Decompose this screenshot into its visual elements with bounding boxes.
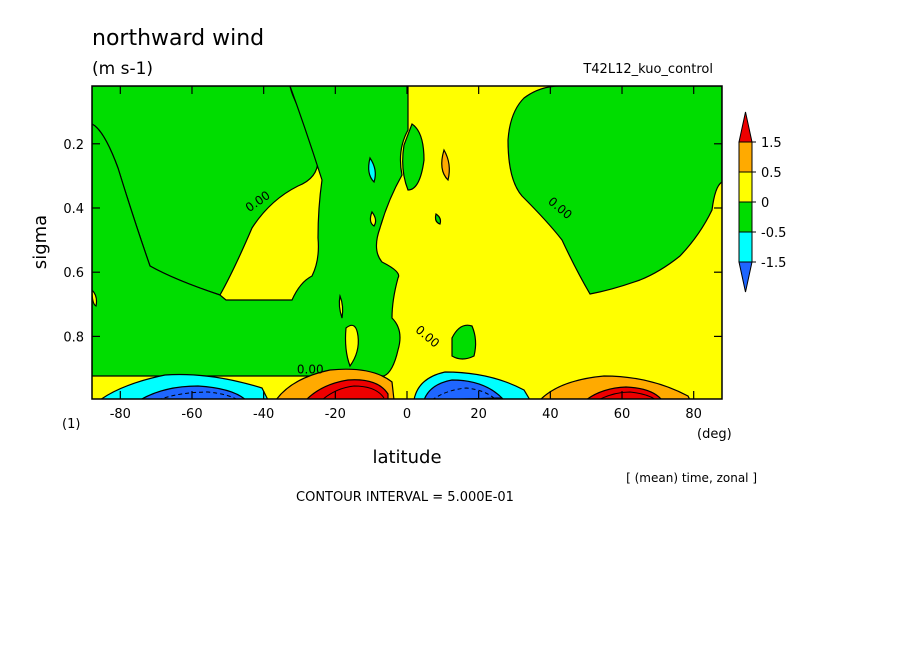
colorbar-swatch-above xyxy=(738,111,753,143)
x-tick-label: 40 xyxy=(542,407,559,422)
y-tick-label: 0.2 xyxy=(63,138,84,153)
region-small-positive xyxy=(338,293,344,319)
panel-label: (1) xyxy=(62,417,80,432)
colorbar: 1.5 0.5 0 -0.5 -1.5 xyxy=(738,111,786,293)
colorbar-label: -1.5 xyxy=(761,256,786,271)
x-tick-label: 60 xyxy=(614,407,631,422)
cell-sh-surface-positive xyxy=(306,379,389,399)
x-tick-label: 80 xyxy=(685,407,702,422)
colorbar-swatch-below xyxy=(738,261,753,293)
region-nh-small-negative xyxy=(402,123,425,191)
cell-nh-surface-negative xyxy=(423,379,504,399)
colorbar-swatch xyxy=(738,171,753,203)
cell-nh-surface-positive xyxy=(586,386,662,399)
colorbar-label: 1.5 xyxy=(761,136,782,151)
y-tick-label: 0.4 xyxy=(63,202,84,217)
x-tick-label: -20 xyxy=(325,407,346,422)
x-tick-label: 0 xyxy=(403,407,411,422)
x-axis: -80 -60 -40 -20 0 20 40 60 80 xyxy=(110,86,702,422)
region-small-positive xyxy=(344,324,359,368)
contour-label: 0.00 xyxy=(297,362,324,376)
plot-area xyxy=(92,86,722,399)
y-axis: 0.2 0.4 0.6 0.8 xyxy=(63,138,722,345)
x-tick-label: -60 xyxy=(181,407,202,422)
colorbar-swatch xyxy=(738,141,753,173)
y-tick-label: 0.6 xyxy=(63,266,84,281)
x-tick-label: -80 xyxy=(110,407,131,422)
region-small-cyan xyxy=(368,156,376,184)
region-tropics-negative xyxy=(92,86,409,377)
y-axis-label: sigma xyxy=(30,215,51,269)
colorbar-label: 0.5 xyxy=(761,166,782,181)
colorbar-label: 0 xyxy=(761,196,769,211)
contour-interval: CONTOUR INTERVAL = 5.000E-01 xyxy=(296,490,514,505)
x-tick-label: -40 xyxy=(253,407,274,422)
chart-units: (m s-1) xyxy=(92,59,153,79)
x-axis-label: latitude xyxy=(372,447,441,468)
x-tick-label: 20 xyxy=(470,407,487,422)
mean-note: [ (mean) time, zonal ] xyxy=(626,471,757,485)
colorbar-swatch xyxy=(738,231,753,263)
region-small-orange xyxy=(441,148,450,182)
region-nh-small-negative xyxy=(451,324,477,360)
y-tick-label: 0.8 xyxy=(63,330,84,345)
run-name: T42L12_kuo_control xyxy=(582,62,713,77)
colorbar-swatch xyxy=(738,201,753,233)
colorbar-label: -0.5 xyxy=(761,226,786,241)
region-small-green xyxy=(434,213,442,225)
x-axis-unit: (deg) xyxy=(697,427,732,442)
chart-title: northward wind xyxy=(92,26,264,51)
region-nh-highlat-negative xyxy=(507,86,722,295)
region-small-positive xyxy=(369,210,377,227)
